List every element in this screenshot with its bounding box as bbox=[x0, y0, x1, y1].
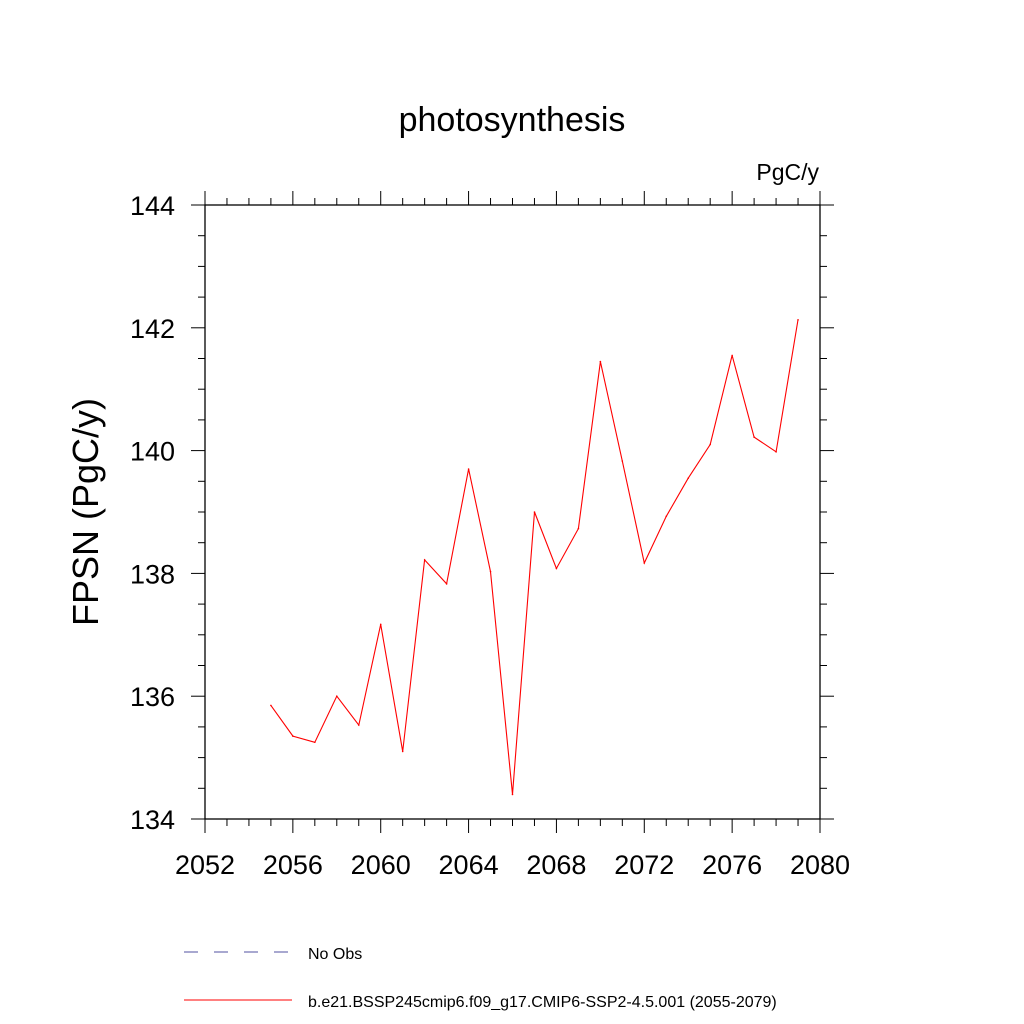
data-point bbox=[775, 451, 777, 453]
x-tick-label: 2052 bbox=[175, 850, 235, 880]
y-tick-label: 134 bbox=[130, 805, 175, 835]
plot-axes: 2052 2056 2060 2064 2068 2072 2076 2080 134 136 13… bbox=[130, 191, 850, 880]
y-tick-label: 142 bbox=[130, 314, 175, 344]
x-tick-label: 2064 bbox=[439, 850, 499, 880]
data-point bbox=[379, 623, 382, 626]
data-point bbox=[423, 559, 426, 561]
data-point bbox=[577, 527, 580, 530]
data-point bbox=[753, 436, 755, 438]
plot-frame bbox=[204, 204, 821, 820]
data-point bbox=[731, 354, 733, 357]
y-tick-label: 138 bbox=[130, 559, 175, 589]
data-point bbox=[467, 468, 470, 470]
plot-marks bbox=[270, 319, 799, 796]
y-tick-label: 140 bbox=[130, 437, 175, 467]
data-point bbox=[401, 750, 404, 753]
data-point bbox=[335, 695, 338, 697]
data-point bbox=[533, 511, 536, 513]
data-point bbox=[599, 360, 602, 363]
data-point bbox=[797, 319, 799, 321]
y-axis-label: FPSN (PgC/y) bbox=[65, 398, 106, 626]
data-point bbox=[445, 583, 448, 585]
data-point bbox=[292, 735, 294, 737]
x-tick-label: 2080 bbox=[790, 850, 850, 880]
y-tick-label: 136 bbox=[130, 682, 175, 712]
data-point bbox=[511, 793, 514, 796]
x-tick-label: 2072 bbox=[614, 850, 674, 880]
data-point bbox=[709, 443, 711, 446]
x-tick-label: 2068 bbox=[526, 850, 586, 880]
data-point bbox=[270, 704, 272, 707]
data-point bbox=[643, 562, 646, 564]
y-tick-label: 144 bbox=[130, 191, 175, 221]
data-point bbox=[314, 741, 316, 744]
data-point bbox=[555, 567, 558, 570]
legend: No Obs b.e21.BSSP245cmip6.f09_g17.CMIP6-S… bbox=[184, 946, 777, 1011]
chart-title: photosynthesis bbox=[399, 101, 626, 139]
data-point bbox=[687, 477, 690, 480]
data-point bbox=[665, 515, 668, 518]
data-point bbox=[489, 570, 492, 573]
data-point bbox=[621, 460, 624, 462]
x-tick-label: 2060 bbox=[351, 850, 411, 880]
x-tick-label: 2076 bbox=[702, 850, 762, 880]
legend-label: b.e21.BSSP245cmip6.f09_g17.CMIP6-SSP2-4.… bbox=[308, 994, 777, 1011]
series-line bbox=[270, 319, 799, 795]
legend-label: No Obs bbox=[308, 946, 362, 963]
units-label: PgC/y bbox=[756, 159, 819, 185]
data-point bbox=[357, 724, 360, 726]
x-tick-label: 2056 bbox=[263, 850, 323, 880]
